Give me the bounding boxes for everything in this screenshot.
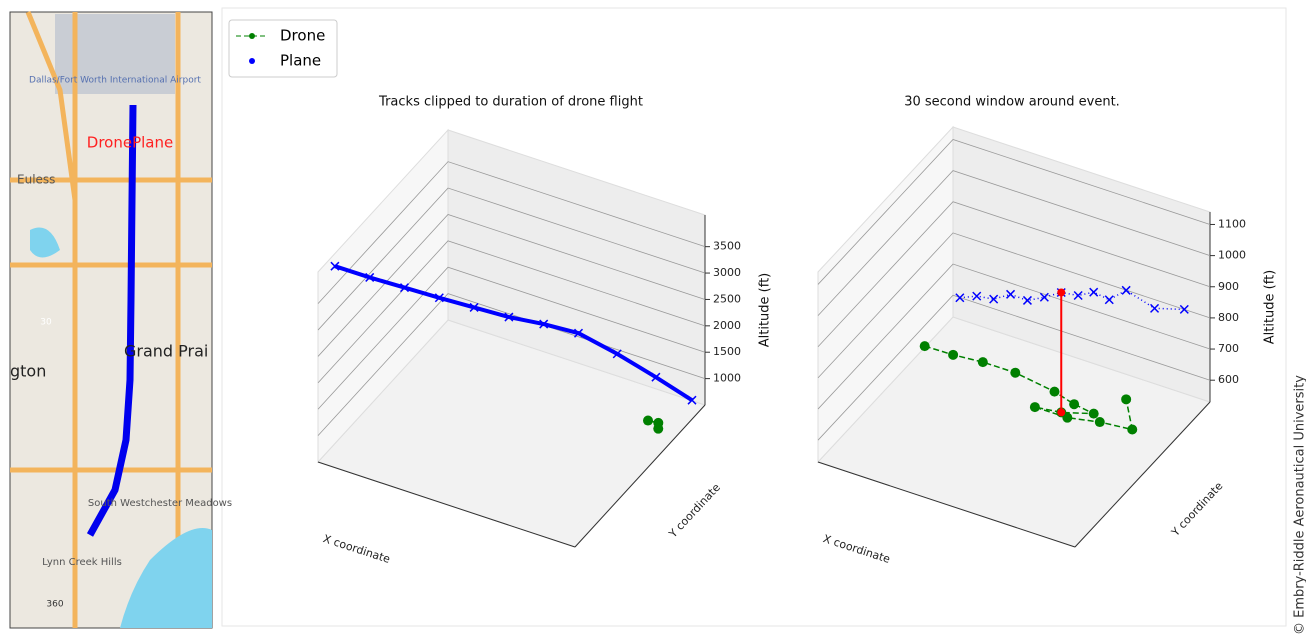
drone-point <box>1127 425 1137 435</box>
drone-point <box>948 350 958 360</box>
chart-title: Tracks clipped to duration of drone flig… <box>378 95 643 110</box>
drone-point <box>1089 409 1099 419</box>
z-tick-label: 1500 <box>713 345 741 358</box>
map: Dallas/Fort Worth International Airport … <box>10 12 232 628</box>
map-label: gton <box>10 362 46 381</box>
z-tick-label: 600 <box>1218 373 1239 386</box>
credit: © Embry-Riddle Aeronautical University <box>1293 375 1306 635</box>
drone-point <box>1030 402 1040 412</box>
z-tick-label: 1000 <box>713 372 741 385</box>
drone-point <box>978 357 988 367</box>
map-label: Dallas/Fort Worth International Airport <box>29 76 201 86</box>
z-axis-label: Altitude (ft) <box>1263 270 1278 345</box>
event-point <box>1057 288 1065 296</box>
map-label: Grand Prai <box>124 342 208 361</box>
drone-point <box>1010 368 1020 378</box>
map-label: Lynn Creek Hills <box>42 557 122 568</box>
z-axis-label: Altitude (ft) <box>758 273 773 348</box>
map-shield: 360 <box>46 600 63 610</box>
chart-title: 30 second window around event. <box>904 95 1120 110</box>
drone-point <box>1050 387 1060 397</box>
map-marker-label: DronePlane <box>87 134 173 152</box>
z-tick-label: 900 <box>1218 280 1239 293</box>
legend: Drone Plane <box>229 20 337 77</box>
z-tick-label: 3000 <box>713 266 741 279</box>
drone-point <box>1069 399 1079 409</box>
legend-marker <box>249 58 255 64</box>
drone-point <box>920 341 930 351</box>
z-tick-label: 2000 <box>713 319 741 332</box>
legend-label: Drone <box>280 27 325 45</box>
z-tick-label: 1100 <box>1218 217 1246 230</box>
event-point <box>1057 408 1065 416</box>
z-tick-label: 1000 <box>1218 249 1246 262</box>
legend-marker <box>249 33 255 39</box>
drone-point <box>643 416 653 426</box>
map-shield: 30 <box>40 318 52 328</box>
drone-point <box>1095 417 1105 427</box>
z-tick-label: 800 <box>1218 311 1239 324</box>
map-label: South Westchester Meadows <box>88 498 232 509</box>
figure: Dallas/Fort Worth International Airport … <box>0 0 1306 635</box>
z-tick-label: 3500 <box>713 240 741 253</box>
map-label: Euless <box>17 173 55 187</box>
z-tick-label: 700 <box>1218 342 1239 355</box>
drone-point <box>1121 394 1131 404</box>
drone-point <box>653 424 663 434</box>
z-tick-label: 2500 <box>713 292 741 305</box>
legend-label: Plane <box>280 52 321 70</box>
